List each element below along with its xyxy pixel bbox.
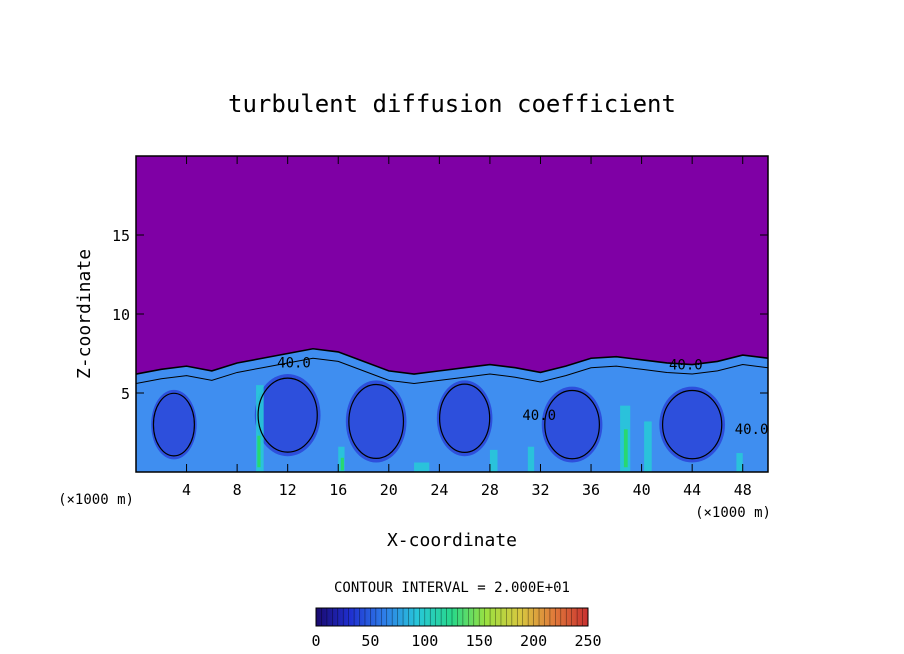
high-diffusion-streak	[736, 453, 743, 472]
y-axis-ticks: 5 10 15	[112, 227, 768, 403]
x-tick-label: 32	[531, 481, 549, 499]
x-tick-label: 8	[233, 481, 242, 499]
y-axis-label: Z-coordinate	[74, 249, 95, 379]
eddy-cell	[345, 380, 407, 463]
x-tick-label: 36	[582, 481, 600, 499]
colorbar-tick-label: 150	[466, 632, 493, 650]
contour-cell	[152, 392, 195, 457]
x-tick-label: 48	[734, 481, 752, 499]
contour-label: 40.0	[277, 356, 311, 372]
chart-title: turbulent diffusion coefficient	[228, 90, 676, 118]
x-tick-label: 40	[633, 481, 651, 499]
peak-diffusion-streak	[340, 457, 344, 471]
colorbar-tick-labels: 0 50 100 150 200 250	[311, 632, 601, 650]
high-diffusion-streak	[644, 421, 652, 472]
contour-cell	[439, 383, 491, 454]
contour-labels: 40.0 40.0 40.0 40.0	[277, 356, 768, 438]
colorbar-stripes	[321, 608, 583, 626]
peak-diffusion-streak	[623, 429, 628, 468]
x-axis-ticks: 4 8 12 16 20 24 28 32 36 40 44 48	[182, 156, 752, 499]
peak-diffusion-streak	[257, 435, 261, 468]
contour-line	[136, 357, 768, 385]
eddy-cell	[541, 386, 603, 463]
y-tick-label: 15	[112, 227, 130, 245]
colorbar-tick-label: 250	[574, 632, 601, 650]
contour-cell	[544, 389, 600, 460]
contour-lines	[136, 347, 768, 460]
eddy-cell	[659, 386, 726, 463]
x-unit-left: (×1000 m)	[58, 492, 134, 508]
high-diffusion-streak	[414, 462, 430, 472]
turbulent-field	[136, 348, 768, 472]
contour-label: 40.0	[522, 408, 556, 424]
y-tick-label: 5	[121, 385, 130, 403]
high-diffusion-streak	[527, 446, 535, 472]
eddy-cell	[254, 374, 321, 457]
contour-interval: CONTOUR INTERVAL = 2.000E+01	[334, 580, 570, 596]
x-axis-label: X-coordinate	[387, 530, 517, 551]
x-tick-label: 16	[329, 481, 347, 499]
x-tick-label: 4	[182, 481, 191, 499]
x-unit-right: (×1000 m)	[695, 505, 771, 521]
high-diffusion-streak	[489, 449, 498, 472]
colorbar-tick-label: 50	[361, 632, 379, 650]
colorbar: 0 50 100 150 200 250	[311, 607, 602, 650]
colorbar-tick-label: 0	[311, 632, 320, 650]
x-tick-label: 44	[683, 481, 701, 499]
x-tick-label: 28	[481, 481, 499, 499]
contour-cell	[257, 377, 318, 453]
contour-cell	[661, 389, 723, 460]
colorbar-tick-label: 200	[520, 632, 547, 650]
x-tick-label: 20	[380, 481, 398, 499]
contour-boundary	[136, 347, 768, 375]
contour-label: 40.0	[669, 357, 703, 373]
x-tick-label: 24	[430, 481, 448, 499]
y-tick-label: 10	[112, 306, 130, 324]
eddy-cell	[436, 380, 493, 457]
contour-cell	[348, 383, 405, 460]
colorbar-tick-label: 100	[411, 632, 438, 650]
plot-area: 40.0 40.0 40.0 40.0	[136, 156, 768, 472]
contour-label: 40.0	[735, 422, 769, 438]
x-tick-label: 12	[279, 481, 297, 499]
eddy-cell	[151, 389, 197, 460]
